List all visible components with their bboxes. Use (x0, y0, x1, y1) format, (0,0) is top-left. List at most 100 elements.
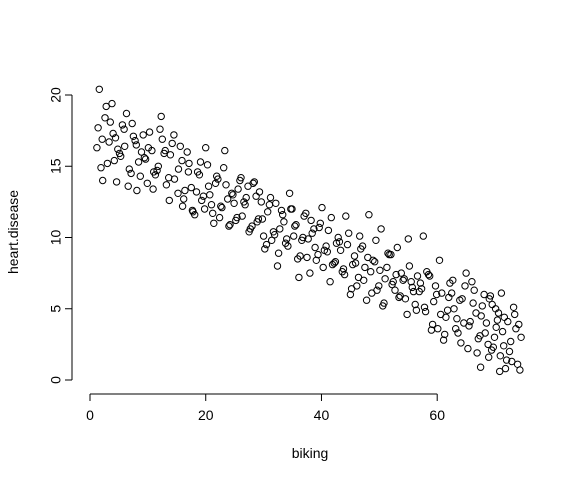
data-point (129, 132, 138, 141)
data-point (308, 229, 316, 237)
data-point (336, 246, 345, 255)
data-point (371, 258, 379, 266)
data-point (202, 144, 210, 152)
data-point (419, 232, 427, 240)
data-point (462, 269, 470, 277)
data-point (379, 302, 387, 310)
data-point (154, 162, 163, 171)
data-point (416, 279, 425, 287)
data-point (258, 215, 267, 223)
data-point (207, 201, 216, 209)
data-point (165, 196, 174, 205)
data-point (327, 213, 335, 222)
data-point (478, 302, 486, 310)
data-point (439, 336, 448, 344)
data-point (111, 134, 120, 142)
data-point (203, 161, 212, 169)
data-point (430, 297, 438, 306)
data-point (443, 306, 452, 314)
data-point (222, 181, 230, 189)
data-point (122, 109, 131, 118)
data-point (311, 243, 319, 252)
data-point (132, 141, 141, 149)
data-point (131, 136, 139, 145)
y-tick-label: 0 (48, 376, 64, 384)
data-point (283, 235, 291, 243)
data-point (315, 223, 323, 232)
data-point (368, 289, 376, 297)
data-point (365, 211, 373, 219)
data-point (237, 174, 245, 182)
data-point (491, 305, 500, 313)
data-point (269, 228, 278, 236)
data-point (395, 293, 403, 302)
data-point (257, 198, 265, 206)
data-point (134, 158, 143, 166)
data-point (102, 102, 110, 111)
data-point (461, 282, 469, 290)
data-point (157, 112, 165, 121)
data-point (103, 159, 112, 168)
data-point (450, 305, 458, 313)
data-point (361, 263, 369, 272)
data-point (387, 250, 395, 259)
data-point (217, 202, 225, 210)
data-point (496, 352, 504, 360)
data-point (347, 285, 356, 293)
data-point (274, 249, 283, 257)
data-point (229, 191, 237, 199)
data-point (242, 193, 250, 202)
y-tick-label: 5 (48, 305, 64, 313)
data-point (351, 259, 360, 267)
data-point (281, 239, 290, 247)
data-point (393, 243, 401, 252)
data-point (210, 219, 218, 228)
data-point (143, 179, 152, 188)
data-point (145, 128, 154, 136)
data-point (99, 176, 107, 185)
data-point (409, 287, 418, 296)
data-point (310, 225, 318, 233)
data-point (199, 192, 208, 200)
data-point (298, 236, 306, 245)
data-point (184, 168, 193, 176)
data-point (213, 172, 221, 180)
data-point (273, 262, 282, 270)
data-point (381, 275, 389, 283)
data-point (108, 99, 116, 108)
data-point (377, 225, 385, 233)
data-point (340, 270, 349, 279)
data-point (322, 242, 330, 250)
data-point (192, 188, 201, 196)
data-point (420, 303, 429, 311)
data-point (287, 205, 295, 213)
data-point (302, 209, 310, 218)
data-point (485, 353, 493, 361)
data-point (280, 218, 288, 226)
data-point (403, 310, 411, 319)
data-point (326, 278, 334, 286)
data-point (224, 195, 232, 203)
x-tick-label: 60 (429, 407, 445, 423)
data-point (272, 199, 280, 208)
data-point (294, 255, 302, 263)
x-tick-label: 40 (314, 407, 330, 423)
data-point (421, 307, 430, 316)
data-point (476, 332, 484, 340)
data-point (101, 114, 109, 122)
data-point (218, 203, 226, 212)
data-point (508, 357, 516, 366)
data-point (316, 219, 324, 228)
data-point (412, 306, 421, 314)
data-point (500, 342, 508, 350)
data-point (225, 222, 233, 230)
data-point (405, 262, 414, 270)
x-axis-title: biking (292, 445, 329, 461)
data-point (399, 276, 407, 284)
data-point (181, 186, 189, 195)
data-point (265, 201, 274, 209)
data-point (388, 280, 396, 289)
data-point (209, 209, 217, 218)
data-point (307, 216, 315, 225)
data-point (449, 276, 457, 284)
